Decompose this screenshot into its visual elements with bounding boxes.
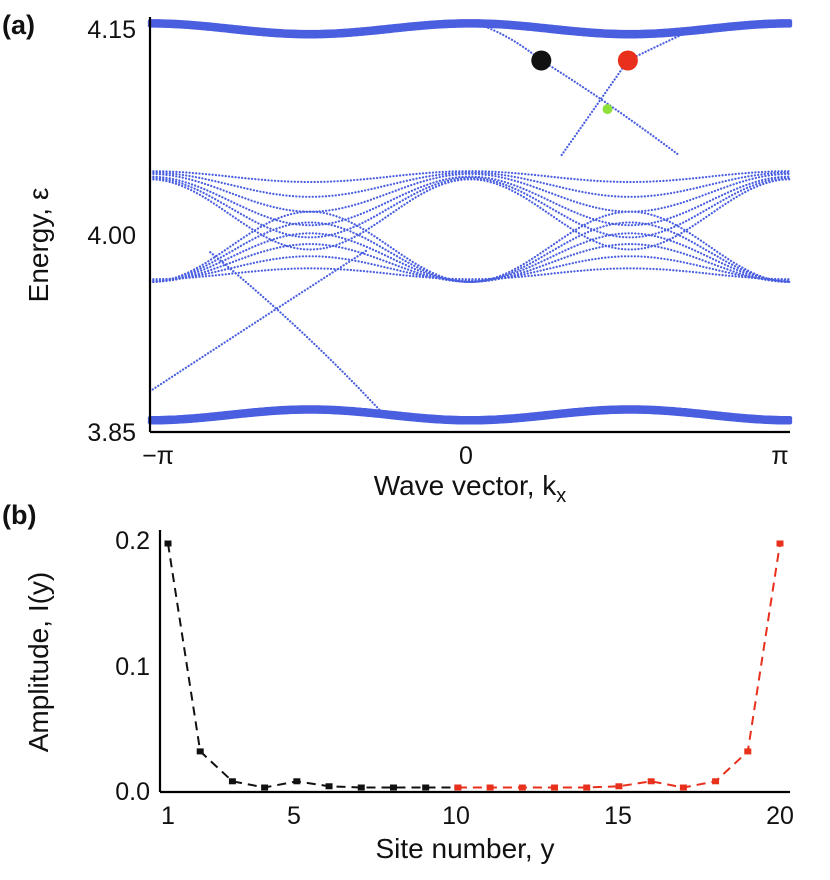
right-edge-point-18 bbox=[712, 778, 720, 785]
bulk-band-upper-3 bbox=[148, 172, 792, 213]
bulk-band-upper-6 bbox=[148, 178, 792, 251]
panel-b-xtick-1: 1 bbox=[161, 802, 175, 830]
right-edge-point-19 bbox=[744, 748, 752, 755]
bottom-band-3 bbox=[147, 405, 793, 421]
left-edge-point-4 bbox=[261, 784, 269, 791]
panel-a-label: (a) bbox=[2, 10, 35, 40]
left-edge-point-8 bbox=[389, 784, 397, 791]
right-edge-line bbox=[457, 543, 781, 789]
right-edge-point-11 bbox=[486, 784, 494, 791]
right-edge-point-16 bbox=[647, 778, 655, 785]
bulk-band-upper-4 bbox=[148, 175, 792, 227]
panel-b-xlabel: Site number, y bbox=[376, 833, 555, 864]
edge-state-left-fall bbox=[209, 251, 385, 416]
panel-b-xtick-10: 10 bbox=[442, 802, 470, 830]
panel-b-ytick-bottom: 0.0 bbox=[115, 778, 150, 806]
edge-state-left-rise bbox=[148, 248, 370, 393]
left-edge-line bbox=[167, 543, 458, 789]
panel-b-ytick-top: 0.2 bbox=[115, 527, 150, 555]
right-edge-point-14 bbox=[583, 784, 591, 791]
bulk-band-lower-6 bbox=[148, 210, 792, 284]
bulk-band-upper-2 bbox=[148, 171, 792, 198]
black-edge-state-marker bbox=[531, 50, 552, 71]
left-edge-point-9 bbox=[422, 784, 430, 791]
panel-b-label: (b) bbox=[2, 500, 36, 530]
bulk-band-lower-1 bbox=[148, 267, 792, 281]
band-structure-plot bbox=[147, 19, 793, 425]
panel-b-xtick-5: 5 bbox=[287, 802, 301, 830]
right-edge-point-12 bbox=[518, 784, 526, 791]
amplitude-plot bbox=[164, 540, 784, 791]
panel-b-xtick-15: 15 bbox=[604, 802, 632, 830]
panel-a-xlabel: Wave vector, kx bbox=[374, 470, 567, 507]
right-edge-point-20 bbox=[776, 540, 784, 547]
panel-a-ytick-mid: 4.00 bbox=[87, 222, 136, 250]
green-crossing-marker bbox=[602, 104, 613, 115]
panel-a-ylabel: Energy, ε bbox=[23, 188, 54, 303]
panel-b-ylabel: Amplitude, I(y) bbox=[23, 572, 54, 753]
edge-state-up bbox=[560, 59, 629, 157]
panel-a-xtick-left: −π bbox=[142, 442, 174, 470]
panel-b-xtick-20: 20 bbox=[766, 802, 794, 830]
right-edge-point-15 bbox=[615, 783, 623, 790]
left-edge-point-6 bbox=[325, 783, 333, 790]
left-edge-point-3 bbox=[228, 778, 236, 785]
left-edge-point-7 bbox=[357, 784, 365, 791]
left-edge-point-2 bbox=[196, 748, 204, 755]
right-edge-point-10 bbox=[454, 784, 462, 791]
bulk-band-upper-5 bbox=[148, 176, 792, 239]
red-edge-state-marker bbox=[617, 50, 638, 71]
panel-a-ytick-top: 4.15 bbox=[87, 16, 136, 44]
bulk-band-lower-2 bbox=[148, 255, 792, 282]
right-edge-point-17 bbox=[679, 784, 687, 791]
edge-state-down bbox=[540, 59, 680, 157]
panel-a-ytick-bottom: 3.85 bbox=[87, 419, 136, 447]
left-edge-point-1 bbox=[164, 540, 172, 547]
bulk-band-lower-5 bbox=[148, 221, 792, 283]
left-edge-point-5 bbox=[293, 778, 301, 785]
right-edge-point-13 bbox=[551, 784, 559, 791]
bulk-band-upper-1 bbox=[148, 170, 792, 184]
panel-b-ytick-mid: 0.1 bbox=[115, 653, 150, 681]
panel-a-xtick-right: π bbox=[771, 442, 788, 470]
panel-a-xtick-mid: 0 bbox=[459, 442, 473, 470]
